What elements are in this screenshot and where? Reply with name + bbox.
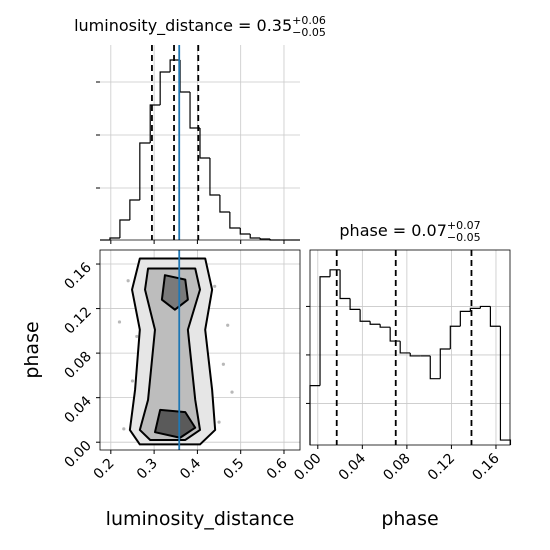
histogram-step (119, 219, 130, 238)
histogram-step (219, 195, 230, 213)
histogram-step (169, 59, 181, 72)
y-tick-label: 0.08 (61, 349, 94, 382)
histogram-step (149, 104, 161, 143)
scatter-point (230, 390, 234, 394)
x-tick-label: 0.3 (134, 456, 161, 483)
panel-title: luminosity_distance = 0.35+0.06 −0.05 (74, 14, 326, 39)
y-axis-label: phase (21, 321, 43, 378)
histogram-step (159, 71, 171, 105)
plot-border (99, 249, 301, 451)
histogram-step (439, 348, 451, 379)
histogram-step (129, 199, 140, 220)
histogram-step (489, 306, 501, 327)
x-tick-label: 0.04 (336, 450, 369, 483)
x-tick-label: 0.08 (380, 451, 413, 484)
x-axis-label: phase (381, 508, 438, 530)
plot-area (310, 250, 510, 445)
scatter-point (126, 279, 130, 283)
scatter-point (213, 284, 217, 288)
title-main: luminosity_distance = 0.35 (74, 16, 292, 36)
histogram-step (359, 309, 371, 322)
x-tick-label: 0.2 (91, 456, 118, 483)
scatter-point (226, 323, 230, 327)
histogram-step (189, 92, 200, 129)
histogram-step (109, 237, 120, 240)
histogram-step (379, 324, 391, 328)
contour (153, 408, 197, 439)
histogram-step (319, 276, 331, 386)
scatter-point (217, 420, 221, 424)
title-upper: +0.07 (447, 219, 481, 232)
y-tick-label: 0.04 (61, 393, 94, 426)
plot-border (309, 249, 511, 446)
histogram-step (399, 341, 411, 354)
histogram-step (469, 307, 481, 312)
scatter-point (130, 379, 135, 383)
histogram-step (349, 298, 361, 310)
x-tick-label: 0.00 (291, 451, 324, 484)
x-tick-label: 0.12 (425, 451, 458, 484)
histogram-step (459, 310, 471, 327)
contour (138, 267, 201, 441)
histogram-step (259, 238, 271, 240)
histogram-step (369, 321, 381, 325)
histogram-step (479, 305, 491, 309)
histogram-step (249, 234, 261, 239)
scatter-point (221, 362, 225, 366)
title-lower: −0.05 (292, 26, 326, 39)
title-lower: −0.05 (447, 231, 481, 244)
histogram-step (329, 269, 341, 277)
histogram-step (449, 325, 461, 349)
histogram-step (339, 269, 351, 300)
x-tick-label: 0.4 (177, 455, 204, 482)
title-main: phase = 0.07 (339, 221, 446, 240)
scatter-point (117, 320, 122, 324)
histogram-step (139, 142, 151, 200)
histogram-step (229, 212, 241, 229)
scatter-point (135, 334, 139, 339)
x-tick-label: 0.16 (469, 450, 502, 483)
y-tick-label: 0.12 (61, 304, 94, 337)
contour (160, 274, 189, 311)
histogram-step (429, 355, 441, 380)
panel-title: phase = 0.07+0.07 −0.05 (339, 219, 480, 244)
histogram-step (499, 326, 512, 445)
title-upper: +0.06 (292, 14, 326, 27)
histogram-step (389, 327, 401, 342)
histogram-step (409, 352, 421, 357)
histogram-step (199, 128, 210, 159)
histogram-step (209, 158, 220, 196)
x-tick-label: 0.6 (264, 455, 291, 482)
y-tick-label: 0.16 (61, 259, 94, 292)
scatter-point (122, 427, 126, 431)
y-tick-label: 0.00 (61, 438, 94, 471)
histogram-step (239, 228, 251, 235)
x-tick-label: 0.5 (220, 456, 247, 483)
x-axis-label: luminosity_distance (106, 508, 295, 530)
